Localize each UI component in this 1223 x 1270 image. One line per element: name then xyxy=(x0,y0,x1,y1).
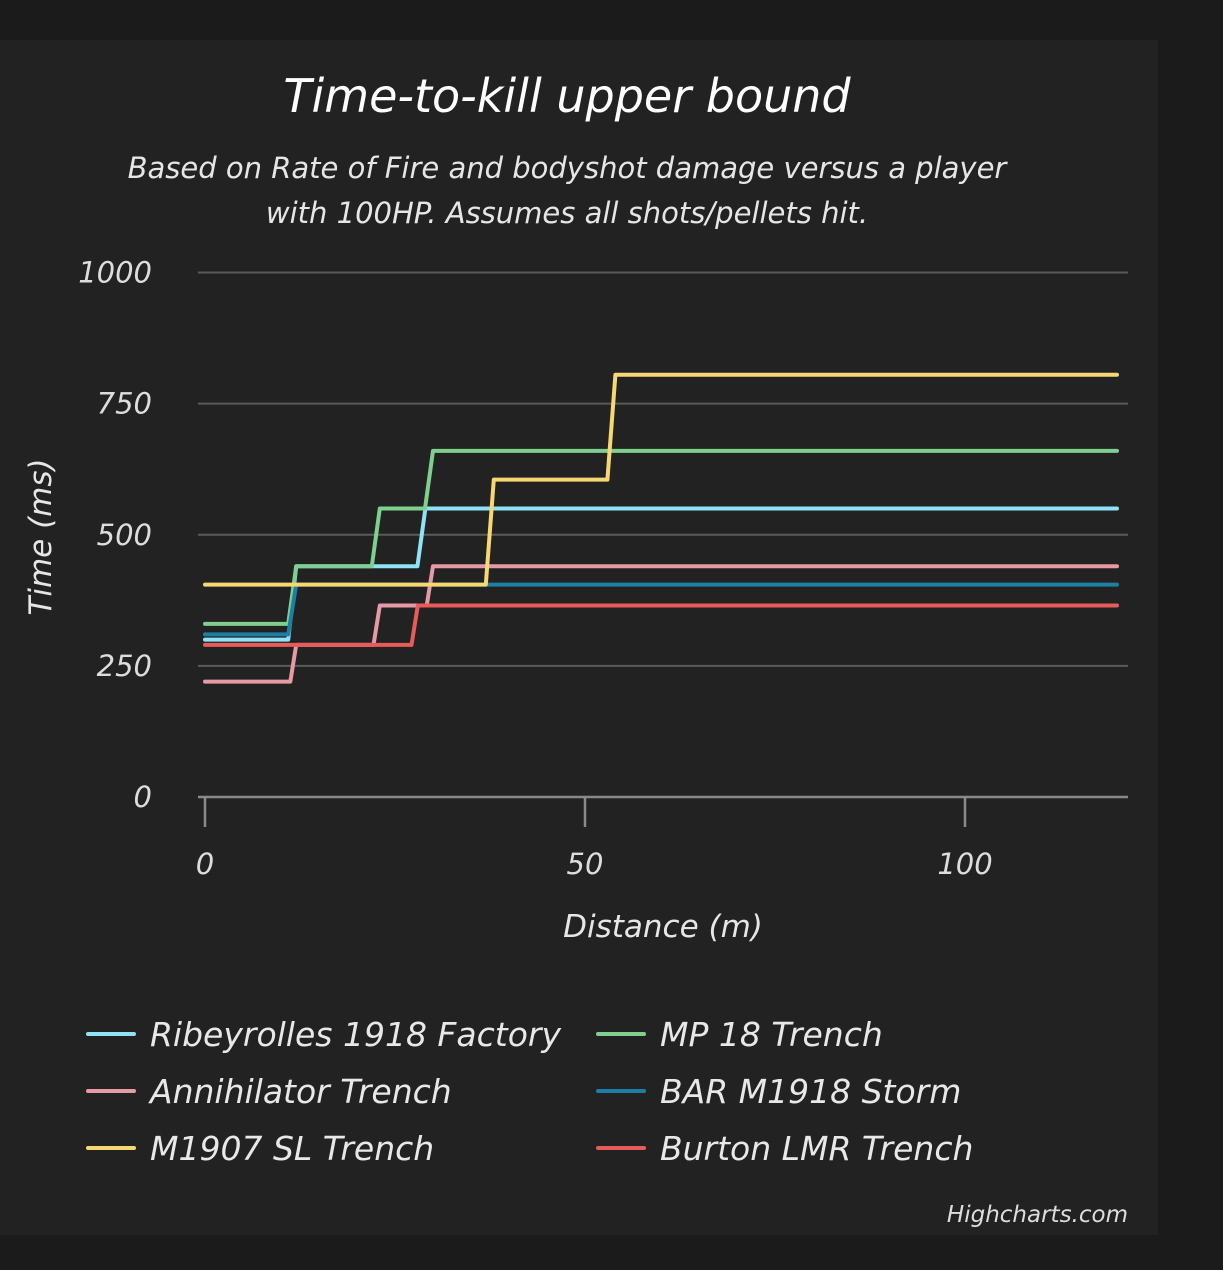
credits-link[interactable]: Highcharts.com xyxy=(947,1202,1128,1228)
legend-item-1[interactable]: Ribeyrolles 1918 Factory xyxy=(86,1015,561,1054)
legend-label: Ribeyrolles 1918 Factory xyxy=(150,1015,561,1054)
series-layer xyxy=(203,372,1119,684)
legend-item-3[interactable]: Annihilator Trench xyxy=(86,1072,452,1111)
y-axis-title: Time (ms) xyxy=(23,458,59,615)
y-axis-ticks: 0 250 500 750 1000 xyxy=(78,256,152,815)
legend-item-5[interactable]: M1907 SL Trench xyxy=(86,1129,434,1168)
legend-item-2[interactable]: MP 18 Trench xyxy=(596,1015,883,1054)
chart-panel: Time-to-kill upper bound Based on Rate o… xyxy=(0,40,1158,1235)
series-line-6[interactable] xyxy=(203,603,1119,647)
chart-title: Time-to-kill upper bound xyxy=(283,69,851,123)
y-tick-label: 750 xyxy=(97,387,152,421)
legend-label: BAR M1918 Storm xyxy=(660,1072,961,1111)
legend-label: Annihilator Trench xyxy=(148,1072,452,1111)
legend-label: M1907 SL Trench xyxy=(150,1129,434,1168)
series-line-1[interactable] xyxy=(203,506,1119,642)
legend-label: Burton LMR Trench xyxy=(660,1129,973,1168)
x-tick-label: 100 xyxy=(937,847,992,881)
legend-label: MP 18 Trench xyxy=(660,1015,883,1054)
y-tick-label: 1000 xyxy=(78,256,152,290)
x-axis-ticks: 0 50 100 xyxy=(196,797,993,881)
legend: Ribeyrolles 1918 Factory MP 18 Trench Anni… xyxy=(86,1015,973,1168)
x-tick-label: 0 xyxy=(196,847,214,881)
y-tick-label: 500 xyxy=(97,518,152,552)
series-line-5[interactable] xyxy=(203,372,1119,587)
legend-item-6[interactable]: Burton LMR Trench xyxy=(596,1129,973,1168)
series-line-2[interactable] xyxy=(203,448,1119,626)
series-line-4[interactable] xyxy=(203,582,1119,637)
x-axis-title: Distance (m) xyxy=(563,909,763,945)
chart-svg: Time-to-kill upper bound Based on Rate o… xyxy=(23,69,1128,1228)
grid-layer xyxy=(198,271,1128,799)
y-tick-label: 250 xyxy=(97,649,152,683)
chart-subtitle-line-1: Based on Rate of Fire and bodyshot damag… xyxy=(128,151,1009,185)
x-tick-label: 50 xyxy=(567,847,604,881)
chart-subtitle-line-2: with 100HP. Assumes all shots/pellets hi… xyxy=(266,196,868,230)
series-line-3[interactable] xyxy=(203,564,1119,684)
y-tick-label: 0 xyxy=(134,780,152,814)
legend-item-4[interactable]: BAR M1918 Storm xyxy=(596,1072,961,1111)
